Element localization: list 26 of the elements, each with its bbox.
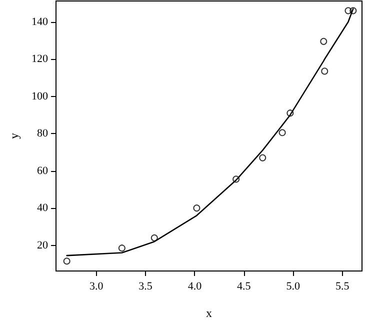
y-axis-title: y (7, 133, 21, 139)
y-tick-label: 140 (32, 16, 48, 28)
point (278, 129, 286, 136)
point (350, 7, 357, 14)
x-tick-label: 5.0 (286, 280, 300, 292)
point (232, 176, 240, 183)
point (321, 68, 328, 75)
y-tick-label: 80 (37, 128, 48, 140)
point (150, 234, 158, 242)
point (63, 258, 70, 265)
point (286, 110, 294, 117)
y-tick-label: 60 (37, 164, 48, 177)
x-axis-title: x (206, 306, 212, 320)
y-tick-label: 120 (32, 53, 48, 66)
x-tick-label: 4.5 (237, 280, 252, 292)
x-tick-label: 3.5 (138, 280, 153, 292)
point (193, 204, 200, 212)
y-tick-label: 40 (37, 202, 48, 214)
point (118, 244, 126, 252)
point (259, 154, 266, 162)
y-tick-label: 20 (37, 239, 48, 252)
point (320, 38, 328, 45)
x-tick-label: 4.0 (188, 280, 202, 292)
x-tick-label: 5.5 (335, 280, 350, 292)
x-tick-label: 3.0 (89, 280, 104, 292)
y-tick-label: 100 (32, 90, 48, 102)
